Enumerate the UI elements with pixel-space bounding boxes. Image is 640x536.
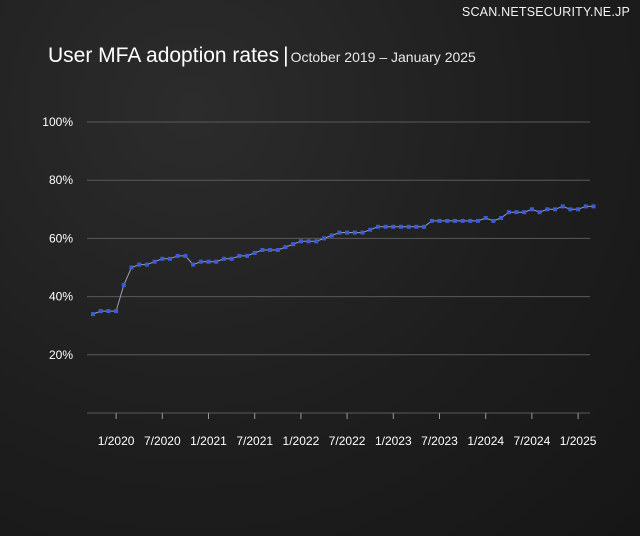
y-tick-label: 60% — [49, 231, 73, 245]
y-axis-ticks: 20% 40% 60% 80% 100% — [42, 115, 73, 362]
data-point — [214, 259, 219, 264]
data-point — [583, 204, 588, 209]
data-point — [422, 224, 427, 229]
data-point — [160, 256, 165, 261]
x-tick-label: 7/2022 — [329, 434, 366, 448]
data-point — [452, 218, 457, 223]
data-point — [591, 204, 596, 209]
watermark: SCAN.NETSECURITY.NE.JP — [461, 5, 630, 19]
data-point — [375, 224, 380, 229]
data-point — [522, 210, 527, 215]
data-point — [260, 248, 265, 252]
data-point — [399, 224, 403, 229]
data-point — [306, 239, 311, 244]
x-tick-label: 7/2020 — [144, 434, 181, 448]
data-point — [360, 230, 365, 235]
data-point — [437, 218, 442, 223]
data-point — [237, 253, 242, 258]
data-point — [291, 242, 296, 247]
x-axis: 1/2020 7/2020 1/2021 7/2021 1/2022 7/2022 1/20… — [87, 412, 597, 448]
data-point — [560, 204, 565, 209]
x-tick-label: 1/2023 — [375, 434, 412, 448]
x-tick-label: 1/2024 — [467, 434, 504, 448]
data-point — [406, 224, 411, 229]
x-tick-label: 7/2021 — [236, 434, 273, 448]
chart-title: User MFA adoption rates | October 2019 – J… — [48, 44, 476, 68]
data-point — [268, 248, 273, 252]
data-point — [476, 218, 480, 223]
y-tick-label: 40% — [49, 290, 73, 304]
data-point — [314, 239, 319, 244]
chart-title-main: User MFA adoption rates — [48, 44, 280, 67]
x-tick-label: 1/2021 — [190, 434, 227, 448]
data-point — [391, 224, 396, 229]
data-point — [98, 309, 103, 314]
data-point — [468, 218, 473, 223]
data-point — [114, 309, 119, 314]
data-point — [537, 210, 542, 215]
data-point — [514, 210, 519, 215]
data-point — [352, 230, 357, 235]
data-point — [252, 250, 257, 255]
data-point — [337, 230, 342, 235]
x-tick-label: 7/2023 — [421, 434, 458, 448]
data-point — [283, 245, 288, 250]
y-tick-label: 20% — [49, 348, 73, 362]
data-point — [191, 262, 196, 267]
data-point — [298, 239, 303, 244]
x-tick-label: 1/2020 — [98, 434, 135, 448]
data-point — [499, 216, 504, 220]
data-point — [275, 248, 280, 252]
data-point — [137, 262, 142, 267]
data-point — [545, 207, 550, 212]
data-point — [483, 216, 488, 220]
data-point — [245, 253, 249, 258]
data-point — [491, 218, 496, 223]
data-point — [322, 236, 326, 241]
data-point — [345, 230, 350, 235]
title-separator: | — [283, 44, 289, 67]
y-tick-label: 100% — [42, 115, 73, 129]
data-point — [553, 207, 557, 212]
data-point — [91, 312, 95, 317]
data-point — [106, 309, 111, 314]
data-point — [576, 207, 581, 212]
x-tick-label: 1/2022 — [283, 434, 320, 448]
data-point — [206, 259, 211, 264]
data-point — [383, 224, 388, 229]
data-point — [429, 218, 434, 223]
series-group — [91, 204, 596, 317]
data-point — [168, 256, 172, 261]
data-point — [144, 262, 149, 267]
x-tick-label: 7/2024 — [514, 434, 551, 448]
data-point — [183, 253, 188, 258]
data-point — [445, 218, 450, 223]
y-tick-label: 80% — [49, 173, 73, 187]
data-point — [221, 256, 226, 261]
x-tick-label: 1/2025 — [560, 434, 597, 448]
data-point — [529, 207, 534, 212]
data-point — [152, 259, 157, 264]
data-point — [506, 210, 511, 215]
data-point — [198, 259, 203, 264]
grid-lines — [87, 121, 590, 356]
data-point — [175, 253, 180, 258]
data-point — [229, 256, 234, 261]
data-point — [329, 233, 334, 238]
data-point — [568, 207, 573, 212]
data-point — [414, 224, 419, 229]
data-point — [129, 265, 134, 270]
data-point — [460, 218, 465, 223]
chart-subtitle: October 2019 – January 2025 — [290, 49, 476, 65]
data-point — [368, 227, 373, 232]
data-point — [121, 283, 126, 287]
